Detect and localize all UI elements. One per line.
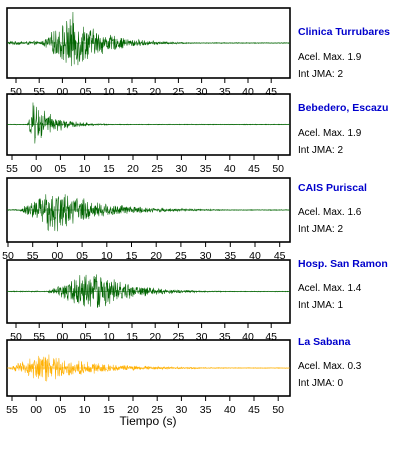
x-tick-label: 45 bbox=[248, 163, 260, 175]
x-tick-label: 15 bbox=[103, 404, 115, 416]
x-tick-label: 35 bbox=[219, 331, 231, 343]
seismic-trace bbox=[7, 274, 290, 309]
max-acceleration: Acel. Max. 1.4 bbox=[298, 283, 362, 294]
x-tick-label: 05 bbox=[55, 163, 67, 175]
x-tick-label: 30 bbox=[196, 86, 208, 98]
x-tick-label: 45 bbox=[248, 404, 260, 416]
seismogram-panel-5: 55 00 05 10 15 20 25 30 35 40 45 50 La Sabana Acel.… bbox=[0, 330, 410, 422]
seismogram-panel-2: 55 00 05 10 15 20 25 30 35 40 45 50 Bebedero, Escaz… bbox=[0, 84, 410, 176]
x-tick-label: 45 bbox=[274, 250, 286, 262]
seismogram-plot-3: 50 55 00 05 10 15 20 25 30 35 40 45 bbox=[2, 177, 291, 262]
x-tick-label: 25 bbox=[175, 250, 187, 262]
seismogram-panel-1: 50 55 00 05 10 15 20 25 30 35 40 45 Clinica Turruba… bbox=[0, 0, 410, 98]
x-tick-label: 40 bbox=[224, 404, 236, 416]
x-tick-label: 25 bbox=[151, 404, 163, 416]
seismogram-panel-4: 50 55 00 05 10 15 20 25 30 35 40 45 Hosp. San Ramon… bbox=[0, 252, 410, 344]
x-tick-label: 15 bbox=[126, 331, 138, 343]
seismogram-plot-2: 55 00 05 10 15 20 25 30 35 40 45 50 bbox=[6, 93, 291, 175]
seismic-trace bbox=[7, 194, 290, 232]
x-tick-label: 00 bbox=[57, 86, 69, 98]
x-tick-label: 40 bbox=[224, 163, 236, 175]
x-tick-label: 40 bbox=[249, 250, 261, 262]
station-name: Hosp. San Ramon bbox=[298, 258, 388, 270]
x-tick-label: 20 bbox=[149, 331, 161, 343]
x-tick-label: 30 bbox=[176, 404, 188, 416]
x-tick-label: 35 bbox=[219, 86, 231, 98]
seismic-trace bbox=[7, 11, 290, 67]
max-acceleration: Acel. Max. 1.9 bbox=[298, 128, 362, 139]
x-tick-label: 45 bbox=[265, 86, 277, 98]
x-tick-label: 40 bbox=[242, 86, 254, 98]
x-tick-label: 50 bbox=[10, 331, 22, 343]
x-tick-label: 05 bbox=[55, 404, 67, 416]
x-tick-label: 20 bbox=[127, 404, 139, 416]
x-axis-label: Tiempo (s) bbox=[119, 414, 177, 428]
x-tick-label: 15 bbox=[103, 163, 115, 175]
seismogram-plot-5: 55 00 05 10 15 20 25 30 35 40 45 50 bbox=[6, 339, 291, 416]
max-acceleration: Acel. Max. 0.3 bbox=[298, 361, 362, 372]
x-tick-label: 50 bbox=[272, 404, 284, 416]
x-tick-label: 00 bbox=[52, 250, 64, 262]
seismic-trace bbox=[7, 102, 290, 144]
x-tick-label: 20 bbox=[150, 250, 162, 262]
x-tick-label: 00 bbox=[30, 404, 42, 416]
x-tick-label: 35 bbox=[224, 250, 236, 262]
x-tick-label: 05 bbox=[80, 331, 92, 343]
x-tick-label: 20 bbox=[149, 86, 161, 98]
jma-intensity: Int JMA: 2 bbox=[298, 224, 344, 235]
x-tick-label: 15 bbox=[126, 250, 138, 262]
jma-intensity: Int JMA: 2 bbox=[298, 145, 344, 156]
x-tick-label: 30 bbox=[176, 163, 188, 175]
station-name: Clinica Turrubares bbox=[298, 26, 390, 38]
x-tick-label: 05 bbox=[76, 250, 88, 262]
seismogram-panel-3: 50 55 00 05 10 15 20 25 30 35 40 45 CAIS Puriscal A… bbox=[0, 168, 410, 262]
x-tick-label: 50 bbox=[2, 250, 14, 262]
x-tick-label: 55 bbox=[33, 86, 45, 98]
jma-intensity: Int JMA: 1 bbox=[298, 300, 344, 311]
x-tick-label: 15 bbox=[126, 86, 138, 98]
x-tick-label: 10 bbox=[103, 86, 115, 98]
x-tick-label: 10 bbox=[101, 250, 113, 262]
x-tick-label: 25 bbox=[173, 331, 185, 343]
x-tick-label: 35 bbox=[200, 404, 212, 416]
station-name: CAIS Puriscal bbox=[298, 182, 367, 194]
x-tick-label: 20 bbox=[127, 163, 139, 175]
jma-intensity: Int JMA: 2 bbox=[298, 69, 344, 80]
station-name: La Sabana bbox=[298, 336, 351, 348]
x-tick-label: 45 bbox=[265, 331, 277, 343]
x-tick-label: 30 bbox=[196, 331, 208, 343]
x-tick-label: 10 bbox=[79, 404, 91, 416]
x-tick-label: 05 bbox=[80, 86, 92, 98]
x-tick-label: 55 bbox=[6, 404, 18, 416]
x-tick-label: 55 bbox=[6, 163, 18, 175]
max-acceleration: Acel. Max. 1.6 bbox=[298, 207, 362, 218]
x-tick-label: 10 bbox=[79, 163, 91, 175]
x-tick-label: 50 bbox=[272, 163, 284, 175]
seismogram-plot-1: 50 55 00 05 10 15 20 25 30 35 40 45 bbox=[6, 7, 291, 98]
x-tick-label: 00 bbox=[30, 163, 42, 175]
seismogram-plot-4: 50 55 00 05 10 15 20 25 30 35 40 45 bbox=[6, 259, 291, 343]
x-tick-label: 25 bbox=[151, 163, 163, 175]
x-tick-label: 00 bbox=[57, 331, 69, 343]
x-tick-label: 55 bbox=[33, 331, 45, 343]
x-tick-label: 50 bbox=[10, 86, 22, 98]
x-tick-label: 35 bbox=[200, 163, 212, 175]
jma-intensity: Int JMA: 0 bbox=[298, 378, 344, 389]
max-acceleration: Acel. Max. 1.9 bbox=[298, 52, 362, 63]
x-tick-label: 55 bbox=[27, 250, 39, 262]
x-tick-label: 10 bbox=[103, 331, 115, 343]
x-tick-label: 25 bbox=[173, 86, 185, 98]
station-name: Bebedero, Escazu bbox=[298, 102, 389, 114]
x-tick-label: 30 bbox=[200, 250, 212, 262]
x-tick-label: 40 bbox=[242, 331, 254, 343]
